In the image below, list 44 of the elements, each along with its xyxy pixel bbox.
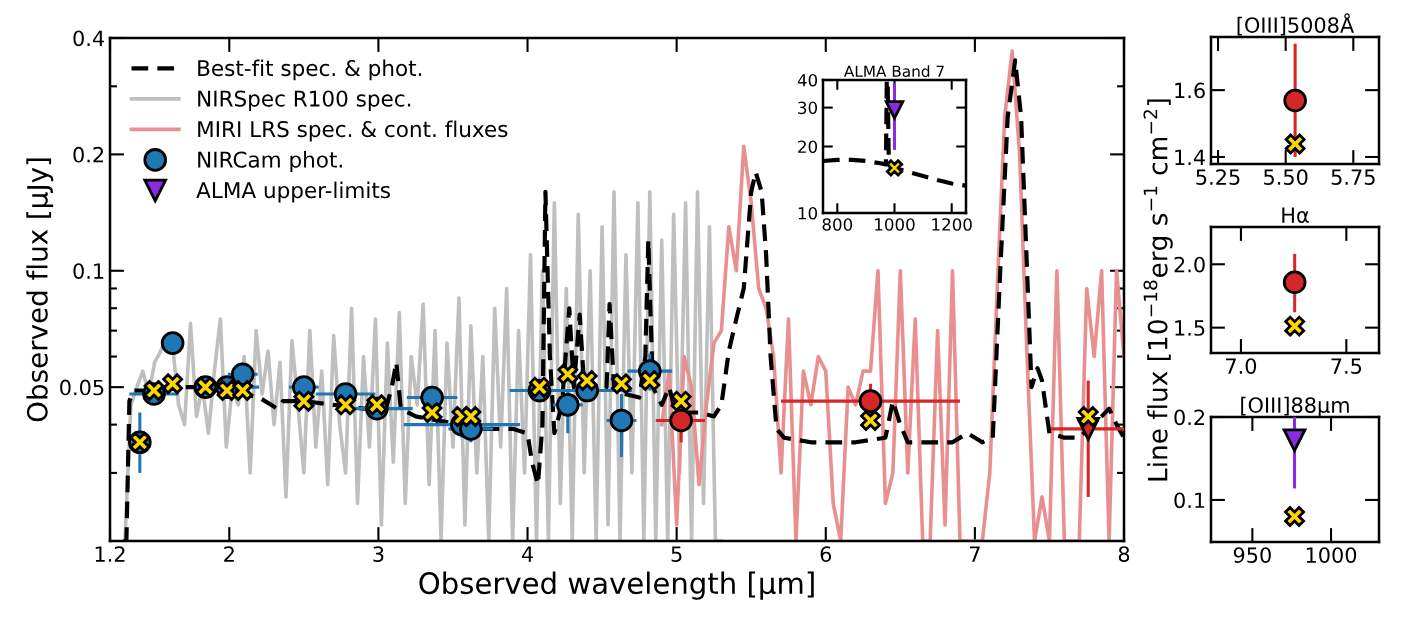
y-tick-label: 0.05 [60, 379, 104, 396]
x-tick-label: 2 [224, 546, 234, 562]
x-tick-label: 5.25 [1196, 169, 1240, 185]
x-axis-title: Observed wavelength [μm] [419, 571, 814, 600]
x-tick-label: 4 [521, 546, 533, 562]
x-tick-label: 5 [671, 546, 682, 562]
x-tick-label: 3 [373, 546, 384, 562]
chart-title: [OIII]5008Å [1237, 13, 1354, 36]
x-tick-label: 5.50 [1264, 169, 1308, 185]
text: ALMA upper-limits [196, 181, 390, 203]
x-tick-label: 7.0 [1226, 358, 1257, 374]
y-tick-label: 20 [798, 140, 818, 154]
y-tick-label: 40 [797, 73, 818, 87]
y-axis-title: Line flux [10$^{−18}$erg s$^{−1}$ cm$^{−2}$] [1143, 99, 1173, 481]
y-tick-label: 0.2 [73, 146, 104, 163]
x-tick-label: 1.2 [95, 546, 125, 562]
y-tick-label: 10 [798, 206, 818, 220]
y-tick-label: 1.6 [1175, 82, 1205, 99]
x-tick-label: 6 [820, 546, 832, 562]
y-axis-title: Observed flux [μJy] [26, 158, 54, 422]
x-tick-label: 1200 [932, 218, 972, 231]
y-tick-label: 0.1 [73, 263, 104, 279]
x-tick-label: 8 [1118, 546, 1130, 562]
legend-label: NIRSpec R100 spec. [198, 90, 411, 111]
y-tick-label: 0.4 [73, 30, 104, 47]
x-tick-label: 950 [1233, 547, 1271, 563]
x-tick-label: 7 [969, 546, 980, 562]
x-tick-label: 800 [822, 218, 853, 231]
y-tick-label: 30 [798, 101, 818, 115]
x-tick-label: 1000 [875, 218, 915, 231]
y-tick-label: 0.2 [1174, 409, 1205, 426]
x-tick-label: 7.5 [1331, 358, 1362, 374]
y-tick-label: 2.0 [1174, 256, 1205, 273]
legend-label: NIRCam phot. [198, 151, 342, 172]
chart-title: Hα [1282, 207, 1309, 223]
chart-title: [OIII]88μm [1241, 396, 1349, 417]
legend-label: MIRI LRS spec. & cont. fluxes [198, 120, 508, 142]
legend-label: Best-fit spec. & phot. [198, 59, 422, 81]
y-tick-label: 1.5 [1175, 320, 1205, 336]
y-tick-label: 1.4 [1175, 149, 1205, 165]
y-tick-label: 0.1 [1174, 492, 1205, 509]
x-tick-label: 1000 [1306, 547, 1357, 563]
x-tick-label: 5.75 [1331, 169, 1375, 185]
chart-title: ALMA Band 7 [843, 65, 944, 78]
